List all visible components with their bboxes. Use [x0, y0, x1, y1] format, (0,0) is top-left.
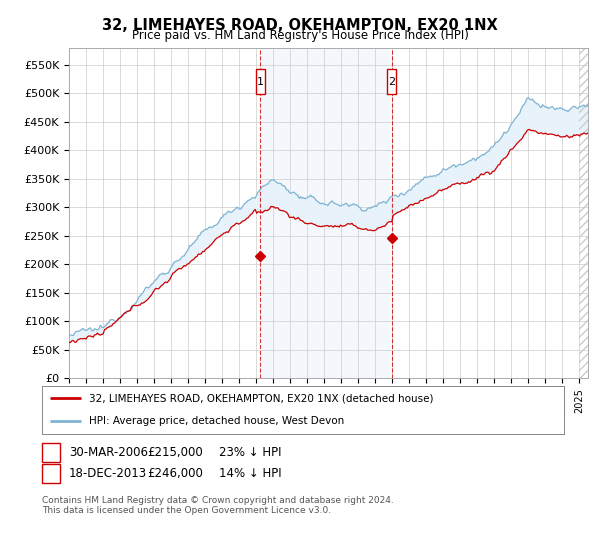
Text: £246,000: £246,000 [147, 466, 203, 480]
Text: 23% ↓ HPI: 23% ↓ HPI [219, 446, 281, 459]
Text: 14% ↓ HPI: 14% ↓ HPI [219, 466, 281, 480]
Text: HPI: Average price, detached house, West Devon: HPI: Average price, detached house, West… [89, 416, 344, 426]
Text: 1: 1 [257, 77, 264, 87]
Text: 2: 2 [47, 466, 55, 480]
FancyBboxPatch shape [256, 69, 265, 94]
Text: Contains HM Land Registry data © Crown copyright and database right 2024.
This d: Contains HM Land Registry data © Crown c… [42, 496, 394, 515]
Text: 32, LIMEHAYES ROAD, OKEHAMPTON, EX20 1NX: 32, LIMEHAYES ROAD, OKEHAMPTON, EX20 1NX [102, 18, 498, 33]
Text: 2: 2 [388, 77, 395, 87]
FancyBboxPatch shape [387, 69, 397, 94]
Text: Price paid vs. HM Land Registry's House Price Index (HPI): Price paid vs. HM Land Registry's House … [131, 29, 469, 42]
Text: £215,000: £215,000 [147, 446, 203, 459]
Text: 32, LIMEHAYES ROAD, OKEHAMPTON, EX20 1NX (detached house): 32, LIMEHAYES ROAD, OKEHAMPTON, EX20 1NX… [89, 393, 433, 403]
Text: 18-DEC-2013: 18-DEC-2013 [69, 466, 147, 480]
Text: 30-MAR-2006: 30-MAR-2006 [69, 446, 148, 459]
Text: 1: 1 [47, 446, 55, 459]
